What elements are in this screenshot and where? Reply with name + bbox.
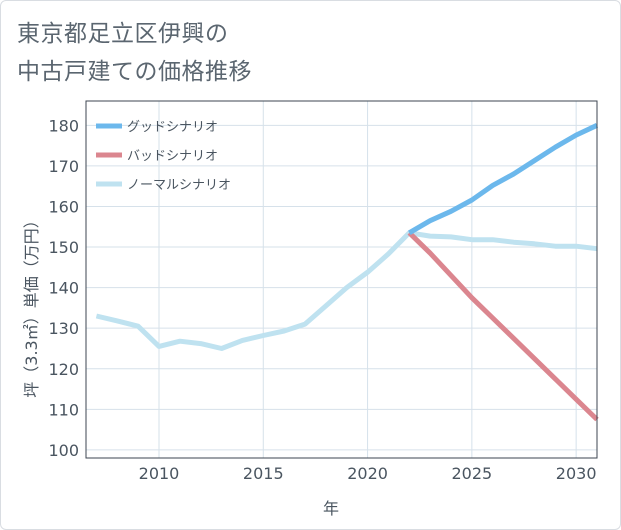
x-axis-label: 年 — [323, 499, 339, 518]
series-line-normal — [95, 230, 598, 351]
legend-label-bad: バッドシナリオ — [127, 149, 218, 164]
grid-lines — [86, 101, 597, 458]
x-tick-labels: 2010 2015 2020 2025 2030 — [139, 464, 597, 483]
series-line-bad — [407, 231, 599, 422]
series-lines — [95, 123, 599, 422]
y-tick-label: 150 — [48, 238, 79, 257]
y-tick-label: 130 — [48, 319, 79, 338]
chart-title-line-1: 東京都足立区伊興の — [17, 21, 229, 47]
y-tick-label: 160 — [48, 197, 79, 216]
series-line-good — [408, 123, 599, 235]
x-tick-label: 2030 — [556, 464, 597, 483]
legend-label-normal: ノーマルシナリオ — [127, 178, 231, 193]
y-tick-labels: 100 110 120 130 140 150 160 170 180 — [48, 116, 79, 460]
y-tick-label: 170 — [48, 157, 79, 176]
legend-item-bad[interactable]: バッドシナリオ — [96, 149, 218, 164]
legend-label-good: グッドシナリオ — [127, 120, 218, 135]
x-tick-label: 2010 — [139, 464, 180, 483]
y-tick-label: 180 — [48, 116, 79, 135]
chart-title-line-2: 中古戸建ての価格推移 — [17, 59, 252, 85]
legend-item-good[interactable]: グッドシナリオ — [96, 120, 218, 135]
y-tick-label: 140 — [48, 279, 79, 298]
x-tick-label: 2015 — [243, 464, 284, 483]
legend-item-normal[interactable]: ノーマルシナリオ — [96, 178, 231, 193]
plot-frame — [85, 100, 598, 459]
y-tick-label: 110 — [48, 400, 79, 419]
y-axis-label: 坪（3.3㎡）単価（万円） — [22, 212, 41, 397]
x-tick-label: 2020 — [347, 464, 388, 483]
x-tick-label: 2025 — [451, 464, 492, 483]
y-tick-label: 120 — [48, 360, 79, 379]
chart-title: 東京都足立区伊興の 中古戸建ての価格推移 — [17, 15, 437, 91]
y-tick-label: 100 — [48, 441, 79, 460]
